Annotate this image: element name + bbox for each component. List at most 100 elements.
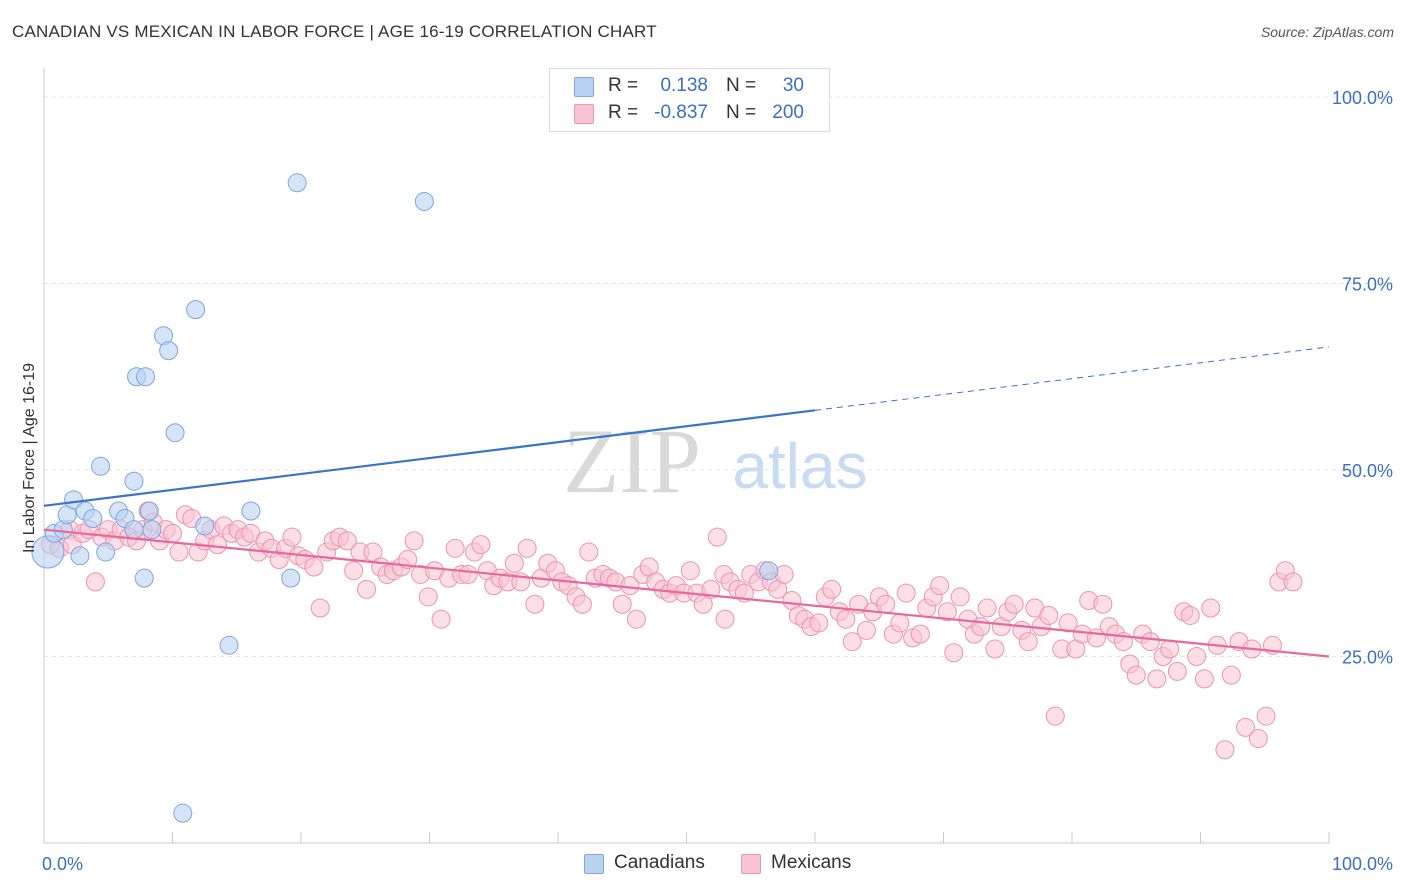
point-canadians	[165, 423, 185, 443]
point-mexicans	[1126, 665, 1146, 685]
point-mexicans	[1018, 632, 1038, 652]
point-mexicans	[1215, 740, 1235, 760]
point-canadians	[281, 568, 301, 588]
point-mexicans	[910, 624, 930, 644]
point-mexicans	[398, 550, 418, 570]
point-mexicans	[876, 594, 896, 614]
point-mexicans	[1039, 605, 1059, 625]
point-mexicans	[357, 579, 377, 599]
point-mexicans	[169, 542, 189, 562]
point-mexicans	[1180, 605, 1200, 625]
point-mexicans	[937, 602, 957, 622]
point-mexicans	[310, 598, 330, 618]
point-mexicans	[1147, 669, 1167, 689]
legend-r-value: -0.837	[654, 102, 708, 123]
point-mexicans	[1140, 632, 1160, 652]
point-canadians	[186, 300, 206, 320]
trend-line-canadians-projection	[814, 346, 1330, 411]
point-mexicans	[977, 598, 997, 618]
point-mexicans	[1160, 639, 1180, 659]
legend-n-value: 200	[772, 102, 804, 123]
legend-n-label: N =	[726, 102, 757, 123]
point-mexicans	[572, 594, 592, 614]
legend-row-canadians: R = 0.138 N = 30	[550, 73, 829, 99]
legend-r-label: R =	[608, 75, 639, 96]
point-canadians	[134, 568, 154, 588]
point-mexicans	[1248, 729, 1268, 749]
watermark-zip: ZIP	[563, 410, 701, 512]
point-canadians	[159, 341, 179, 361]
point-mexicans	[930, 576, 950, 596]
point-mexicans	[715, 609, 735, 629]
bottom-legend-swatch-mexicans	[741, 854, 761, 874]
point-mexicans	[680, 561, 700, 581]
point-canadians	[64, 490, 84, 510]
point-mexicans	[971, 617, 991, 637]
point-mexicans	[626, 609, 646, 629]
point-mexicans	[836, 609, 856, 629]
point-mexicans	[445, 538, 465, 558]
bottom-legend-swatch-canadians	[584, 854, 604, 874]
point-mexicans	[471, 535, 491, 555]
point-canadians	[96, 542, 116, 562]
point-mexicans	[85, 572, 105, 592]
x-tick-label: 100.0%	[1332, 854, 1393, 874]
point-mexicans	[701, 579, 721, 599]
point-mexicans	[612, 594, 632, 614]
y-tick-label: 75.0%	[1342, 275, 1393, 295]
point-mexicans	[207, 535, 227, 555]
point-mexicans	[1187, 647, 1207, 666]
legend-swatch-mexicans	[574, 104, 594, 124]
point-mexicans	[163, 523, 182, 543]
chart-title: CANADIAN VS MEXICAN IN LABOR FORCE | AGE…	[12, 22, 657, 41]
point-mexicans	[579, 542, 599, 562]
source-label: Source: ZipAtlas.com	[1260, 24, 1394, 40]
point-canadians	[759, 561, 779, 581]
point-canadians	[195, 516, 215, 536]
axes	[43, 68, 1330, 844]
bottom-legend-label-canadians: Canadians	[614, 852, 705, 873]
point-mexicans	[896, 583, 916, 603]
point-mexicans	[337, 531, 357, 551]
point-mexicans	[809, 613, 829, 633]
point-canadians	[414, 191, 434, 211]
point-mexicans	[1194, 669, 1214, 689]
legend-n-label: N =	[726, 75, 757, 96]
point-mexicans	[504, 553, 524, 573]
point-mexicans	[525, 594, 545, 614]
correlation-legend: R = 0.138 N = 30 R = -0.837 N = 200	[549, 68, 830, 132]
point-mexicans	[842, 632, 862, 652]
tick-labels: 25.0% 50.0% 75.0% 100.0% 0.0% 100.0%	[42, 88, 1393, 874]
trend-lines	[43, 346, 1330, 658]
point-mexicans	[344, 561, 364, 581]
point-mexicans	[890, 613, 910, 633]
point-canadians	[136, 367, 156, 387]
point-mexicans	[856, 620, 876, 640]
point-mexicans	[1093, 594, 1113, 614]
point-canadians	[219, 635, 239, 655]
legend-r-label: R =	[608, 102, 639, 123]
point-mexicans	[431, 609, 451, 629]
point-canadians	[83, 508, 103, 528]
point-canadians	[287, 173, 307, 193]
point-canadians	[91, 456, 111, 476]
point-mexicans	[1201, 598, 1221, 618]
legend-row-mexicans: R = -0.837 N = 200	[550, 100, 829, 126]
point-mexicans	[282, 527, 302, 547]
legend-swatch-canadians	[574, 77, 594, 97]
trend-line-canadians	[43, 409, 816, 507]
bottom-legend-label-mexicans: Mexicans	[771, 852, 852, 873]
point-mexicans	[1045, 706, 1065, 726]
y-tick-label: 25.0%	[1342, 648, 1393, 668]
point-mexicans	[1004, 594, 1024, 614]
point-mexicans	[707, 527, 727, 547]
y-tick-label: 100.0%	[1332, 88, 1393, 108]
point-mexicans	[1235, 717, 1255, 737]
point-canadians	[70, 546, 90, 566]
point-mexicans	[404, 531, 424, 551]
point-mexicans	[1058, 613, 1078, 633]
point-canadians	[173, 803, 193, 823]
watermark: ZIP atlas	[563, 410, 868, 512]
point-mexicans	[1167, 661, 1187, 681]
